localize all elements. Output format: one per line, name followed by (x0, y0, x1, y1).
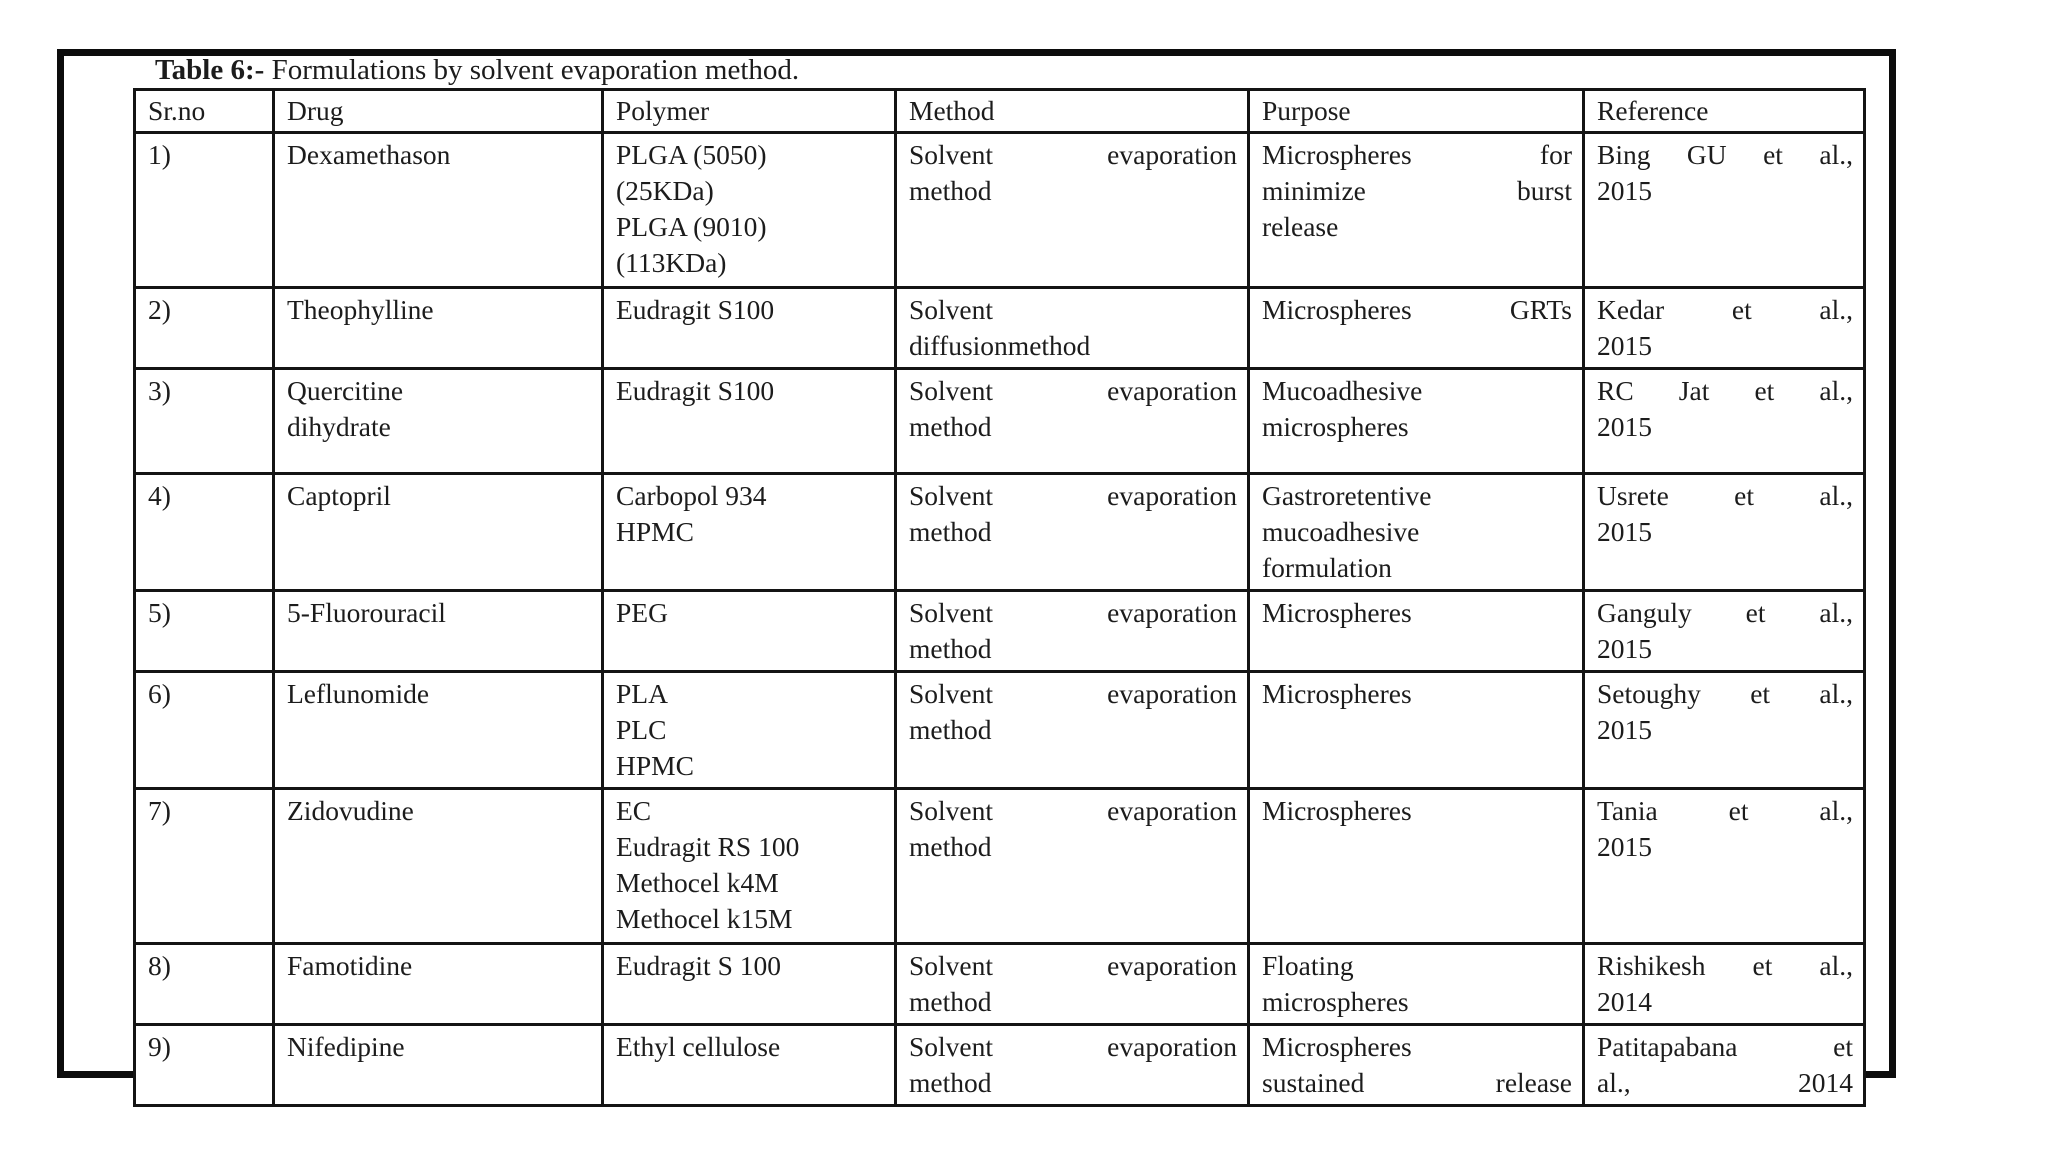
table-row: 1) Dexamethason PLGA (5050) (25KDa) PLGA… (133, 131, 1866, 289)
cell-method: Solvent evaporation method (894, 1023, 1250, 1107)
cell-polymer: EC Eudragit RS 100 Methocel k4M Methocel… (601, 787, 897, 945)
cell-srno: 3) (133, 367, 275, 475)
cell-drug: Theophylline (272, 286, 604, 370)
table-row: 3) Quercitine dihydrate Eudragit S100 So… (133, 367, 1866, 475)
cell-drug: 5-Fluorouracil (272, 589, 604, 673)
header-row: Sr.no Drug Polymer Method Purpose Refere… (133, 88, 1866, 134)
cell-srno: 9) (133, 1023, 275, 1107)
col-header-srno: Sr.no (133, 88, 275, 134)
cell-reference: Usrete et al., 2015 (1582, 472, 1866, 592)
cell-reference: Bing GU et al., 2015 (1582, 131, 1866, 289)
table-row: 7) Zidovudine EC Eudragit RS 100 Methoce… (133, 787, 1866, 945)
cell-srno: 6) (133, 670, 275, 790)
cell-polymer: Eudragit S100 (601, 367, 897, 475)
cell-srno: 8) (133, 942, 275, 1026)
table-row: 5) 5-Fluorouracil PEG Solvent evaporatio… (133, 589, 1866, 673)
formulations-table: Sr.no Drug Polymer Method Purpose Refere… (133, 88, 1866, 1107)
col-header-reference: Reference (1582, 88, 1866, 134)
cell-method: Solvent evaporation method (894, 942, 1250, 1026)
cell-reference: Setoughy et al., 2015 (1582, 670, 1866, 790)
cell-method: Solvent diffusionmethod (894, 286, 1250, 370)
cell-srno: 1) (133, 131, 275, 289)
cell-polymer: Ethyl cellulose (601, 1023, 897, 1107)
cell-reference: Tania et al., 2015 (1582, 787, 1866, 945)
cell-purpose: Gastroretentive mucoadhesive formulation (1247, 472, 1585, 592)
cell-polymer: PEG (601, 589, 897, 673)
cell-purpose: Microspheres GRTs (1247, 286, 1585, 370)
cell-drug: Captopril (272, 472, 604, 592)
table-row: 6) Leflunomide PLA PLC HPMC Solvent evap… (133, 670, 1866, 790)
cell-method: Solvent evaporation method (894, 787, 1250, 945)
cell-drug: Dexamethason (272, 131, 604, 289)
cell-polymer: Carbopol 934 HPMC (601, 472, 897, 592)
table-row: 9) Nifedipine Ethyl cellulose Solvent ev… (133, 1023, 1866, 1107)
cell-reference: RC Jat et al., 2015 (1582, 367, 1866, 475)
cell-purpose: Microspheres (1247, 670, 1585, 790)
cell-method: Solvent evaporation method (894, 367, 1250, 475)
table-row: 4) Captopril Carbopol 934 HPMC Solvent e… (133, 472, 1866, 592)
table-caption-text: Formulations by solvent evaporation meth… (264, 54, 800, 86)
cell-reference: Kedar et al., 2015 (1582, 286, 1866, 370)
cell-polymer: PLA PLC HPMC (601, 670, 897, 790)
cell-purpose: Floating microspheres (1247, 942, 1585, 1026)
cell-method: Solvent evaporation method (894, 472, 1250, 592)
cell-polymer: PLGA (5050) (25KDa) PLGA (9010) (113KDa) (601, 131, 897, 289)
cell-drug: Nifedipine (272, 1023, 604, 1107)
cell-purpose: Microspheres (1247, 787, 1585, 945)
table-row: 2) Theophylline Eudragit S100 Solvent di… (133, 286, 1866, 370)
cell-drug: Famotidine (272, 942, 604, 1026)
cell-srno: 5) (133, 589, 275, 673)
cell-drug: Leflunomide (272, 670, 604, 790)
cell-srno: 7) (133, 787, 275, 945)
cell-drug: Quercitine dihydrate (272, 367, 604, 475)
cell-purpose: Microspheres (1247, 589, 1585, 673)
cell-srno: 2) (133, 286, 275, 370)
col-header-drug: Drug (272, 88, 604, 134)
cell-srno: 4) (133, 472, 275, 592)
col-header-purpose: Purpose (1247, 88, 1585, 134)
cell-drug: Zidovudine (272, 787, 604, 945)
cell-purpose: Microspheres for minimize burst release (1247, 131, 1585, 289)
col-header-method: Method (894, 88, 1250, 134)
cell-polymer: Eudragit S 100 (601, 942, 897, 1026)
table-caption-number: Table 6:- (155, 54, 265, 86)
col-header-polymer: Polymer (601, 88, 897, 134)
cell-method: Solvent evaporation method (894, 589, 1250, 673)
table-row: 8) Famotidine Eudragit S 100 Solvent eva… (133, 942, 1866, 1026)
cell-reference: Ganguly et al., 2015 (1582, 589, 1866, 673)
cell-reference: Patitapabana et al., 2014 (1582, 1023, 1866, 1107)
cell-reference: Rishikesh et al., 2014 (1582, 942, 1866, 1026)
cell-purpose: Microspheres sustained release (1247, 1023, 1585, 1107)
cell-method: Solvent evaporation method (894, 670, 1250, 790)
cell-purpose: Mucoadhesive microspheres (1247, 367, 1585, 475)
table-caption: Table 6:- Formulations by solvent evapor… (155, 54, 1855, 87)
cell-polymer: Eudragit S100 (601, 286, 897, 370)
cell-method: Solvent evaporation method (894, 131, 1250, 289)
